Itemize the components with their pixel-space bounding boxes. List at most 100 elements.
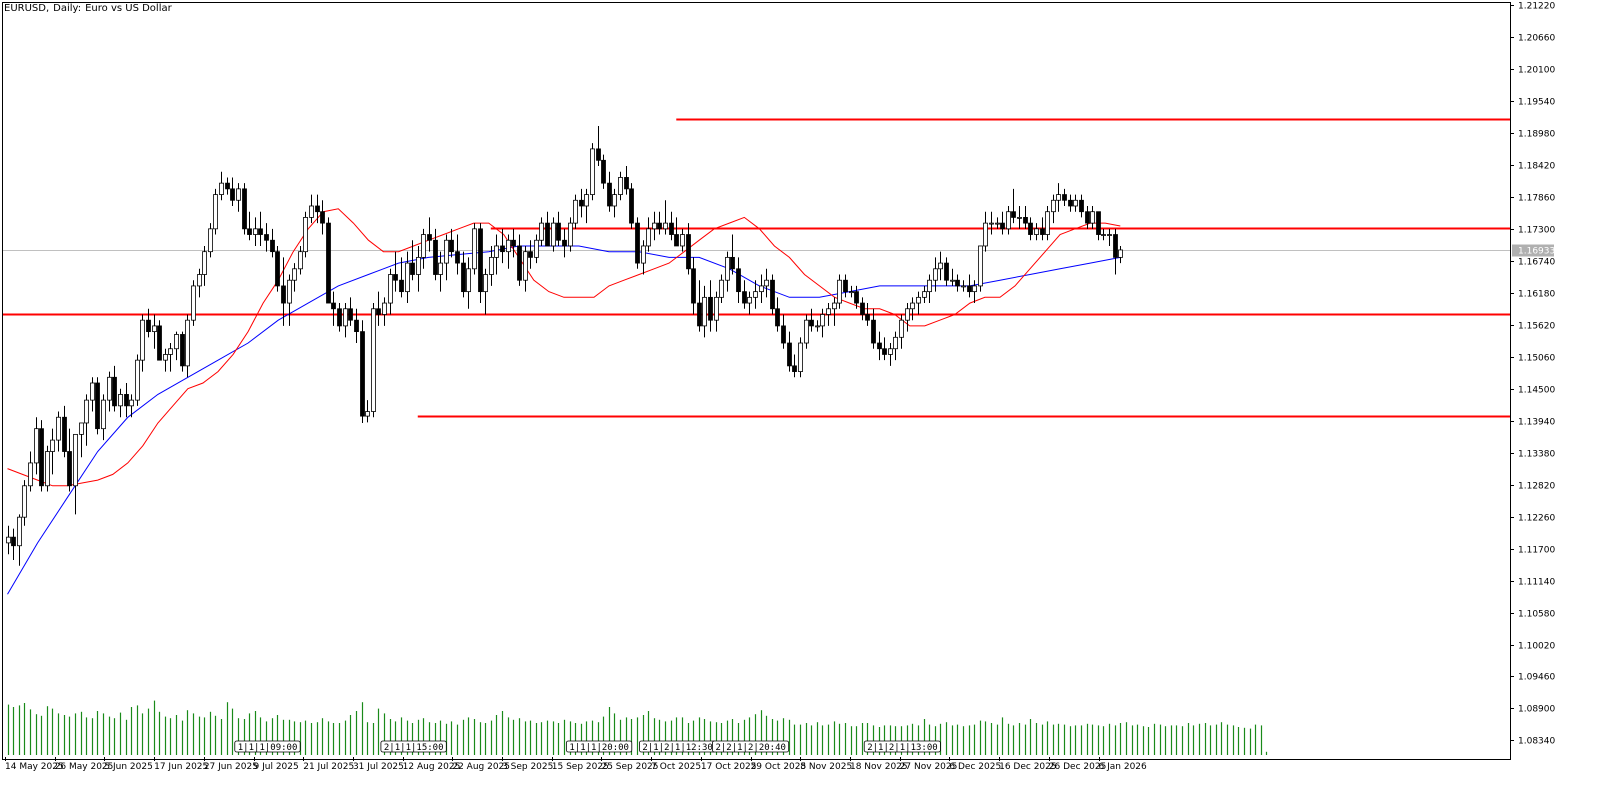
candle-body (697, 302, 702, 327)
candle-body (753, 291, 758, 298)
candle-body (163, 354, 168, 361)
candle-body (500, 245, 505, 253)
candle-body (893, 336, 898, 350)
candle-body (455, 251, 460, 264)
candle-body (1090, 211, 1095, 224)
candle-body (174, 334, 179, 350)
candle-body (62, 416, 67, 452)
candle-body (832, 302, 837, 310)
candle-body (264, 234, 269, 241)
candle-body (944, 262, 949, 281)
y-tick-label: 1.20100 (1518, 66, 1555, 76)
candle-body (747, 296, 752, 304)
candle-body (101, 399, 106, 430)
x-tick-label: 25 Sep 2025 (601, 762, 658, 772)
candle-body (376, 308, 381, 315)
candle-body (354, 319, 359, 333)
candle-body (708, 296, 713, 321)
candle-body (905, 308, 910, 321)
candle-body (556, 222, 561, 241)
candle-body (1068, 199, 1073, 207)
candle-body (17, 516, 22, 547)
y-tick-label: 1.18980 (1518, 130, 1555, 140)
candle-body (792, 365, 797, 372)
candle-body (989, 222, 994, 225)
candle-body (995, 222, 1000, 225)
candle-body (843, 279, 848, 293)
candle-body (652, 222, 657, 230)
candle-body (854, 291, 859, 304)
candle-body (590, 148, 595, 195)
candle-body (472, 228, 477, 270)
candle-body (421, 234, 426, 258)
candle-body (635, 222, 640, 264)
candle-body (202, 251, 207, 275)
candle-body (601, 159, 606, 184)
x-tick-label: 18 Nov 2025 (850, 762, 908, 772)
candle-body (185, 319, 190, 367)
timeframe-label: Daily: (53, 3, 82, 14)
y-tick-label: 1.13940 (1518, 418, 1555, 428)
candle-body (213, 194, 218, 230)
event-markers[interactable]: 1|1|1|09:00 2|1|1|15:00 1|1|1|20:00 2|1|2|1… (234, 740, 941, 753)
candle-body (90, 382, 95, 401)
candle-body (618, 177, 623, 195)
candle-body (950, 279, 955, 282)
candle-body (168, 348, 173, 355)
event-marker-box (712, 740, 790, 753)
candle-body (1000, 222, 1005, 230)
event-marker-box (863, 740, 941, 753)
candle-body (888, 348, 893, 355)
candle-body (298, 251, 303, 270)
x-tick-label: 15 Sep 2025 (552, 762, 609, 772)
candle-body (247, 228, 252, 235)
candle-body (967, 285, 972, 293)
candle-body (1085, 211, 1090, 224)
candle-body (781, 325, 786, 344)
ma-fast-line (7, 208, 1121, 487)
candle-body (775, 308, 780, 327)
candle-body (1101, 234, 1106, 236)
event-marker-label: 1|1|1|20:00 (569, 743, 629, 753)
x-tick-label: 26 May 2025 (55, 762, 114, 772)
candle-body (826, 308, 831, 315)
plot-area-border (2, 2, 1511, 760)
candle-body (573, 199, 578, 224)
x-tick-label: 22 Aug 2025 (452, 762, 510, 772)
x-tick-label: 12 Aug 2025 (403, 762, 461, 772)
x-tick-label: 21 Jul 2025 (303, 762, 354, 772)
y-tick-label: 1.16180 (1518, 290, 1555, 300)
y-tick-label: 1.21220 (1518, 2, 1555, 12)
candle-body (208, 228, 213, 253)
candle-body (242, 188, 247, 230)
candle-body (899, 319, 904, 338)
candle-body (253, 228, 258, 235)
x-tick-label: 8 Nov 2025 (800, 762, 852, 772)
price-axis[interactable]: 1.21220 1.20660 1.20100 1.19540 1.18980 1.184… (1510, 2, 1555, 747)
y-tick-label: 1.15620 (1518, 322, 1555, 332)
x-tick-label: 27 Jun 2025 (204, 762, 258, 772)
candle-body (438, 262, 443, 275)
candle-body (1011, 211, 1016, 218)
x-tick-label: 26 Dec 2025 (1049, 762, 1107, 772)
candle-body (56, 416, 61, 441)
candle-body (770, 279, 775, 310)
candle-body (646, 228, 651, 247)
candle-body (506, 239, 511, 253)
candle-body (73, 433, 78, 487)
candle-body (545, 222, 550, 247)
candle-body (489, 256, 494, 275)
candle-body (34, 428, 39, 464)
candle-body (230, 188, 235, 201)
x-tick-label: 5 Jun 2025 (104, 762, 152, 772)
candle-body (152, 325, 157, 333)
candle-body (281, 285, 286, 304)
candle-body (11, 536, 16, 547)
x-tick-label: 29 Oct 2025 (751, 762, 807, 772)
event-marker-label: 2|2|1|2|20:40 (715, 743, 785, 753)
candle-body (309, 205, 314, 218)
candle-body (315, 205, 320, 213)
candle-body (348, 308, 353, 321)
